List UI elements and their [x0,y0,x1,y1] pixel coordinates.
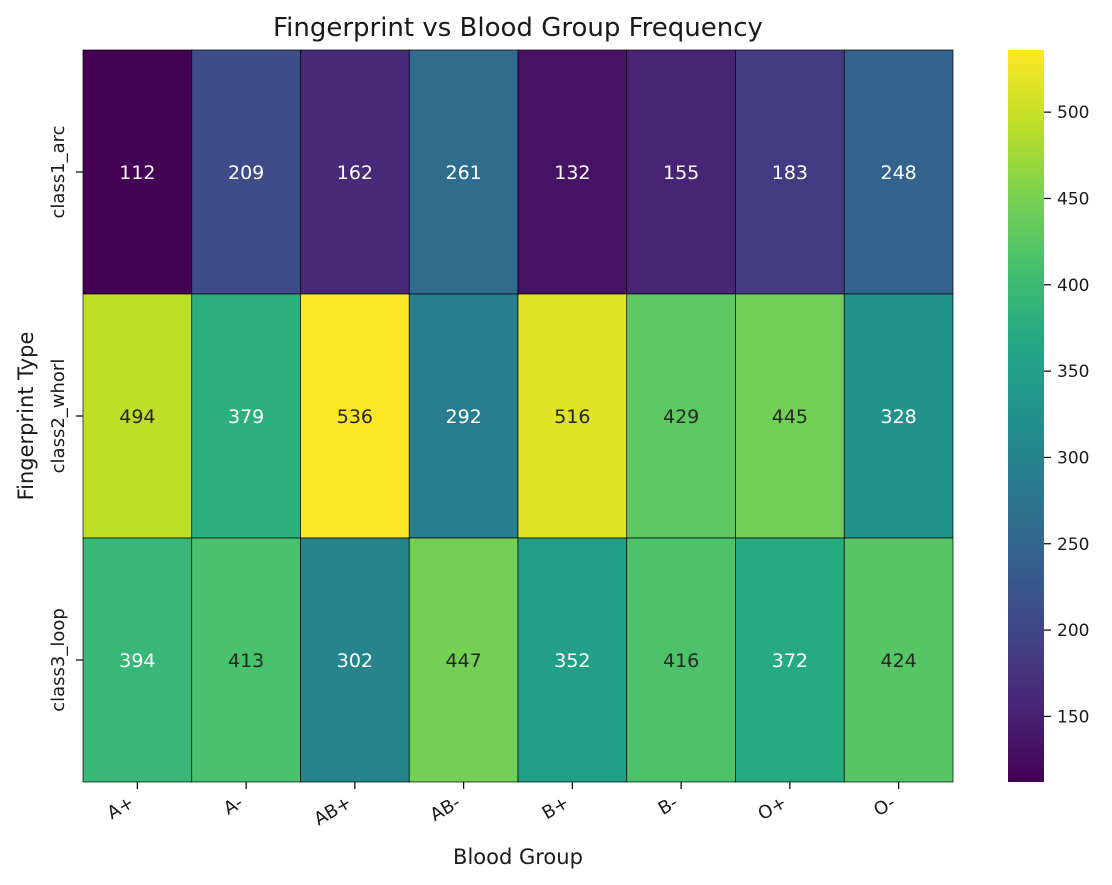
cell-value-label: 261 [445,162,481,184]
x-tick-label: AB- [427,792,464,826]
cell-value-label: 352 [554,650,590,672]
heatmap-cell [843,49,954,295]
colorbar-gradient [1008,50,1044,782]
x-tick-label: B+ [539,792,573,824]
cell-value-label: 494 [119,406,155,428]
chart-title: Fingerprint vs Blood Group Frequency [273,13,763,43]
cell-value-label: 302 [337,650,373,672]
colorbar-tick-label: 200 [1057,621,1089,641]
heatmap-cell [517,537,628,783]
cell-value-label: 162 [337,162,373,184]
colorbar-tick-label: 350 [1057,362,1089,382]
colorbar-tick-label: 400 [1057,276,1089,296]
x-tick-label: O+ [755,792,791,825]
colorbar-tick-label: 250 [1057,535,1089,555]
y-tick-label: class1_arc [48,125,69,218]
x-tick-label: O- [870,792,899,821]
cell-value-label: 379 [228,406,264,428]
heatmap-cell [735,293,845,539]
x-tick-label: AB+ [310,792,355,830]
cell-value-label: 445 [772,406,808,428]
heatmap-cell [843,537,954,783]
cell-value-label: 328 [880,406,916,428]
colorbar-tick-label: 300 [1057,448,1089,468]
y-tick-label: class3_loop [48,608,69,712]
heatmap-cell [82,537,193,783]
heatmap-cell [626,49,736,295]
heatmap-cells: 112 209 162 261 132 155 183 248 494 379 536 292 516 4… [82,49,954,783]
heatmap-cell [408,537,519,783]
x-tick-label: A- [220,792,246,819]
cell-value-label: 183 [772,162,808,184]
heatmap-cell [191,537,301,783]
cell-value-label: 413 [228,650,264,672]
heatmap-cell [408,293,519,539]
cell-value-label: 155 [663,162,699,184]
cell-value-label: 112 [119,162,155,184]
colorbar-tick-label: 150 [1057,707,1089,727]
cell-value-label: 416 [663,650,699,672]
heatmap-cell [191,293,301,539]
cell-value-label: 424 [880,650,916,672]
heatmap-cell [735,49,845,295]
heatmap-cell [626,293,736,539]
cell-value-label: 292 [445,406,481,428]
cell-value-label: 536 [337,406,373,428]
y-axis-label: Fingerprint Type [14,332,38,501]
cell-value-label: 372 [772,650,808,672]
colorbar-tick-label: 500 [1057,103,1089,123]
heatmap-cell [82,49,193,295]
heatmap-cell [300,49,410,295]
heatmap-cell [408,49,519,295]
x-axis-label: Blood Group [453,845,583,869]
heatmap-cell [843,293,954,539]
x-axis-ticks: A+ A- AB+ AB- B+ B- O+ O- [104,782,900,830]
heatmap-cell [300,537,410,783]
heatmap-cell [191,49,301,295]
y-tick-label: class2_whorl [48,359,69,474]
x-tick-label: B- [655,792,682,820]
y-axis-ticks: class1_arc class2_whorl class3_loop [48,125,83,712]
heatmap-cell [735,537,845,783]
cell-value-label: 394 [119,650,155,672]
heatmap-cell [626,537,736,783]
colorbar-tick-label: 450 [1057,189,1089,209]
colorbar: 150 200 250 300 350 400 450 500 [1008,50,1089,782]
cell-value-label: 447 [445,650,481,672]
cell-value-label: 132 [554,162,590,184]
heatmap-cell [517,49,628,295]
heatmap-cell [517,293,628,539]
x-tick-label: A+ [104,792,138,824]
cell-value-label: 516 [554,406,590,428]
cell-value-label: 429 [663,406,699,428]
cell-value-label: 248 [880,162,916,184]
cell-value-label: 209 [228,162,264,184]
